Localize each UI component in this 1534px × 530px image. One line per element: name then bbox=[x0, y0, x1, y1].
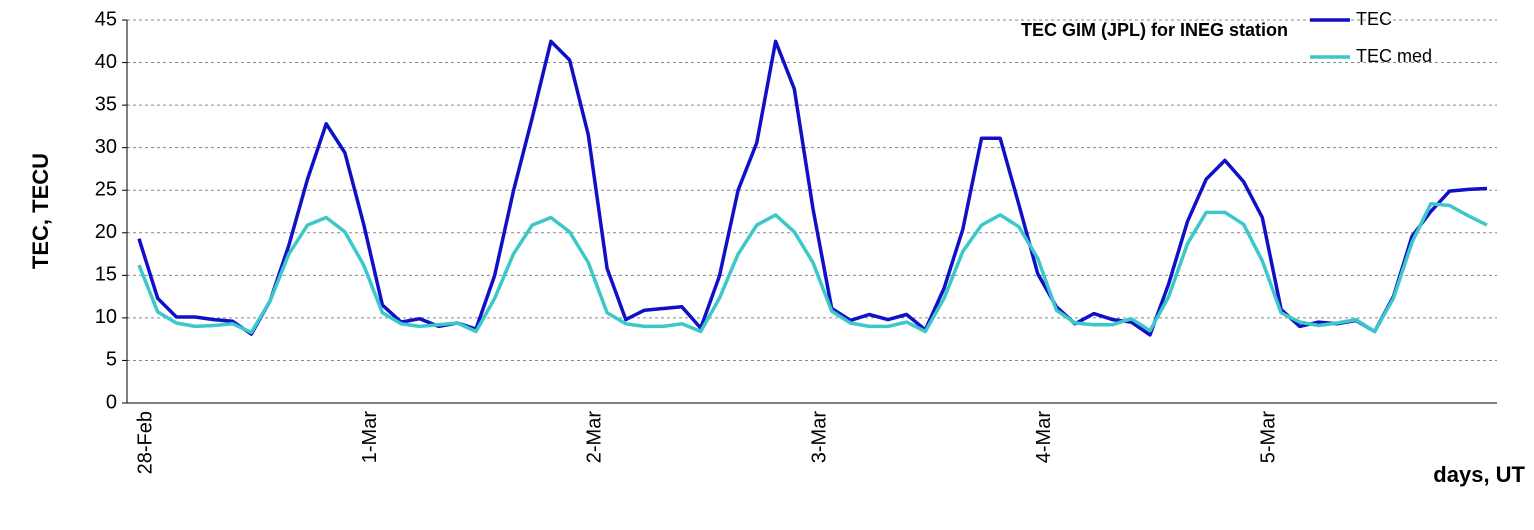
y-tick-label: 45 bbox=[95, 8, 117, 30]
y-tick-label: 10 bbox=[95, 306, 117, 328]
legend-label: TEC med bbox=[1356, 46, 1432, 66]
x-tick-label: 28-Feb bbox=[134, 411, 156, 474]
y-tick-label: 20 bbox=[95, 221, 117, 243]
series-line bbox=[137, 39, 1488, 337]
x-axis-label: days, UT bbox=[1433, 462, 1525, 487]
legend-label: TEC bbox=[1356, 9, 1392, 29]
x-tick-label: 3-Mar bbox=[808, 411, 830, 464]
series-line bbox=[137, 202, 1488, 335]
y-tick-label: 25 bbox=[95, 179, 117, 201]
x-tick-label: 1-Mar bbox=[359, 411, 381, 464]
x-tick-label: 2-Mar bbox=[584, 411, 606, 464]
chart-title: TEC GIM (JPL) for INEG station bbox=[1021, 20, 1288, 40]
y-tick-label: 30 bbox=[95, 136, 117, 158]
y-tick-label: 5 bbox=[106, 349, 117, 371]
x-tick-label: 5-Mar bbox=[1258, 411, 1280, 464]
y-tick-label: 0 bbox=[106, 391, 117, 413]
x-tick-label: 4-Mar bbox=[1033, 411, 1055, 464]
y-tick-label: 40 bbox=[95, 51, 117, 73]
y-tick-label: 35 bbox=[95, 93, 117, 115]
y-axis-label: TEC, TECU bbox=[28, 153, 53, 269]
y-tick-label: 15 bbox=[95, 264, 117, 286]
